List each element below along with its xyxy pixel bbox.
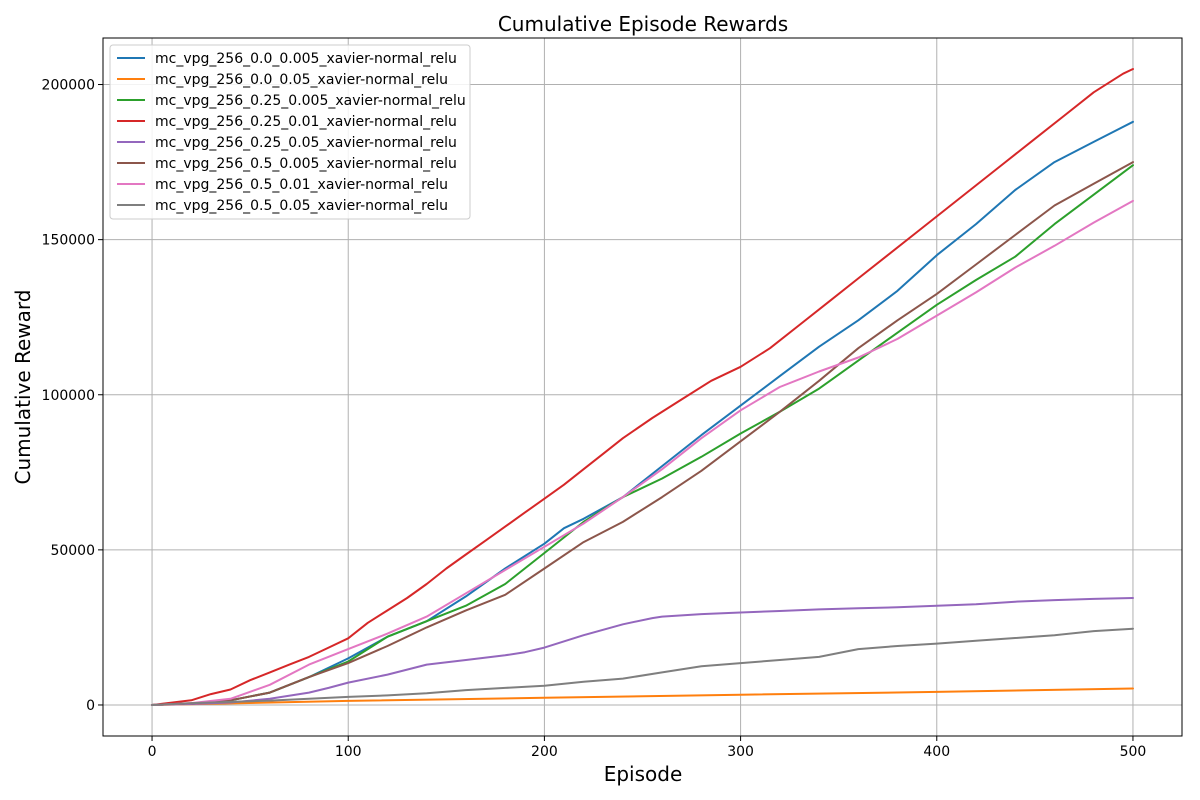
series-line xyxy=(151,161,1134,706)
series-line xyxy=(151,687,1134,706)
plot-frame xyxy=(102,37,1183,737)
legend-entry: mc_vpg_256_0.0_0.05_xavier-normal_relu xyxy=(155,72,448,88)
x-tick-label: 400 xyxy=(923,744,950,760)
series-line xyxy=(151,164,1134,706)
x-tick-label: 0 xyxy=(148,744,157,760)
y-tick-label: 200000 xyxy=(42,78,95,94)
legend-box xyxy=(109,44,471,220)
series-line xyxy=(151,597,1134,706)
x-tick-label: 200 xyxy=(531,744,558,760)
y-tick-label: 150000 xyxy=(42,233,95,249)
x-tick-label: 300 xyxy=(727,744,754,760)
chart-title: Cumulative Episode Rewards xyxy=(498,12,788,36)
series-lines xyxy=(151,68,1134,706)
legend: mc_vpg_256_0.0_0.005_xavier-normal_relum… xyxy=(109,44,471,220)
x-axis-label: Episode xyxy=(604,762,683,786)
legend-entry: mc_vpg_256_0.25_0.05_xavier-normal_relu xyxy=(155,135,457,151)
x-tick-label: 100 xyxy=(335,744,362,760)
series-line xyxy=(151,68,1134,706)
legend-entry: mc_vpg_256_0.5_0.01_xavier-normal_relu xyxy=(155,177,448,193)
y-tick-label: 0 xyxy=(86,698,95,714)
x-tick-label: 500 xyxy=(1120,744,1147,760)
legend-entry: mc_vpg_256_0.5_0.005_xavier-normal_relu xyxy=(155,156,457,172)
y-tick-label: 100000 xyxy=(42,388,95,404)
y-tick-label: 50000 xyxy=(50,543,95,559)
legend-entry: mc_vpg_256_0.5_0.05_xavier-normal_relu xyxy=(155,198,448,214)
y-axis-label: Cumulative Reward xyxy=(11,290,35,485)
series-line xyxy=(151,627,1134,706)
series-line xyxy=(151,199,1134,706)
legend-entry: mc_vpg_256_0.0_0.005_xavier-normal_relu xyxy=(155,51,457,67)
legend-entry: mc_vpg_256_0.25_0.01_xavier-normal_relu xyxy=(155,114,457,130)
axis-ticks: 0 100 200 300 400 500 0 50000 100000 150000 200000 xyxy=(42,78,1147,760)
legend-entry: mc_vpg_256_0.25_0.005_xavier-normal_relu xyxy=(155,93,466,109)
